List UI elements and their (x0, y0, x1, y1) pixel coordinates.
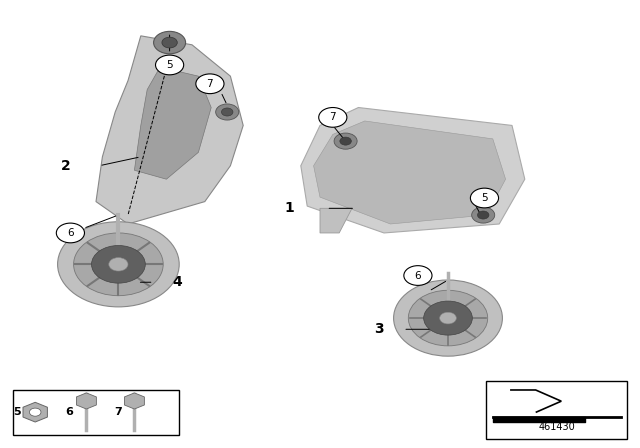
Circle shape (394, 280, 502, 356)
Text: 2: 2 (61, 159, 70, 173)
Text: 5: 5 (13, 407, 21, 417)
FancyBboxPatch shape (13, 390, 179, 435)
Circle shape (154, 31, 186, 54)
Text: 7: 7 (114, 407, 122, 417)
Circle shape (424, 301, 472, 335)
Circle shape (334, 133, 357, 149)
Circle shape (477, 211, 489, 219)
Circle shape (92, 246, 145, 283)
Text: 6: 6 (67, 228, 74, 238)
Circle shape (472, 207, 495, 223)
Circle shape (340, 137, 351, 145)
Text: 5: 5 (481, 193, 488, 203)
Text: 1: 1 (285, 201, 294, 215)
Circle shape (109, 258, 128, 271)
Circle shape (196, 74, 224, 94)
Circle shape (470, 188, 499, 208)
Circle shape (408, 290, 488, 346)
Circle shape (221, 108, 233, 116)
Text: 3: 3 (374, 322, 384, 336)
Circle shape (29, 408, 41, 416)
Polygon shape (301, 108, 525, 233)
Circle shape (74, 233, 163, 296)
Circle shape (56, 223, 84, 243)
Circle shape (156, 55, 184, 75)
Text: 7: 7 (330, 112, 336, 122)
Text: 6: 6 (415, 271, 421, 280)
Polygon shape (320, 208, 352, 233)
Text: 6: 6 (66, 407, 74, 417)
Circle shape (319, 108, 347, 127)
Text: 5: 5 (166, 60, 173, 70)
Text: 4: 4 (173, 275, 182, 289)
FancyBboxPatch shape (486, 381, 627, 439)
Text: 7: 7 (207, 79, 213, 89)
Polygon shape (314, 121, 506, 224)
Circle shape (58, 222, 179, 307)
Circle shape (162, 37, 177, 48)
Text: 461430: 461430 (538, 422, 575, 432)
Circle shape (404, 266, 432, 285)
Circle shape (216, 104, 239, 120)
Circle shape (440, 312, 456, 324)
Polygon shape (96, 36, 243, 224)
Polygon shape (134, 67, 211, 179)
